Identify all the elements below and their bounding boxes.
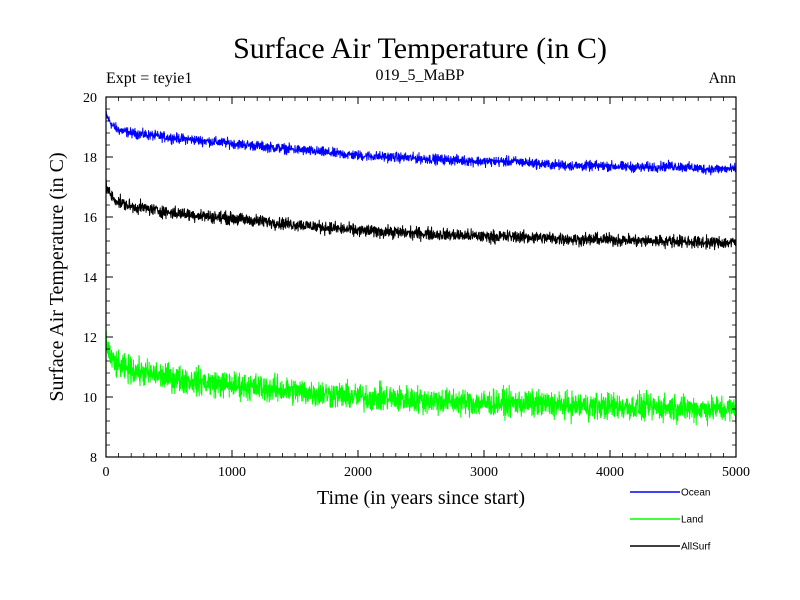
series-line-ocean <box>105 110 737 176</box>
x-tick-label: 4000 <box>596 465 624 480</box>
x-tick-label: 5000 <box>722 465 750 480</box>
axis-ticks: 0 1000 2000 3000 4000 5000 8 10 12 14 16 18 20 <box>83 91 750 480</box>
legend-label-ocean: Ocean <box>681 488 710 499</box>
legend: Ocean Land AllSurf <box>630 488 711 553</box>
y-axis-label: Surface Air Temperature (in C) <box>46 152 68 401</box>
x-axis-label: Time (in years since start) <box>317 487 525 509</box>
x-tick-label: 1000 <box>218 465 246 480</box>
y-tick-label: 20 <box>83 91 97 106</box>
series-line-allsurf <box>105 179 737 251</box>
y-tick-label: 16 <box>83 211 97 226</box>
chart-title: Surface Air Temperature (in C) <box>233 32 607 65</box>
y-tick-label: 12 <box>83 331 97 346</box>
legend-label-allsurf: AllSurf <box>681 542 711 553</box>
x-tick-label: 3000 <box>470 465 498 480</box>
x-tick-label: 2000 <box>344 465 372 480</box>
period-label: 019_5_MaBP <box>376 67 465 84</box>
series-line-land <box>105 330 737 427</box>
y-tick-label: 18 <box>83 151 97 166</box>
x-tick-label: 0 <box>103 465 110 480</box>
season-label: Ann <box>708 70 736 87</box>
y-tick-label: 14 <box>83 271 97 286</box>
series-group <box>105 110 737 427</box>
legend-label-land: Land <box>681 515 703 526</box>
y-tick-label: 8 <box>90 451 97 466</box>
experiment-label: Expt = teyie1 <box>106 70 192 87</box>
y-tick-label: 10 <box>83 391 97 406</box>
plot-frame <box>105 96 737 458</box>
